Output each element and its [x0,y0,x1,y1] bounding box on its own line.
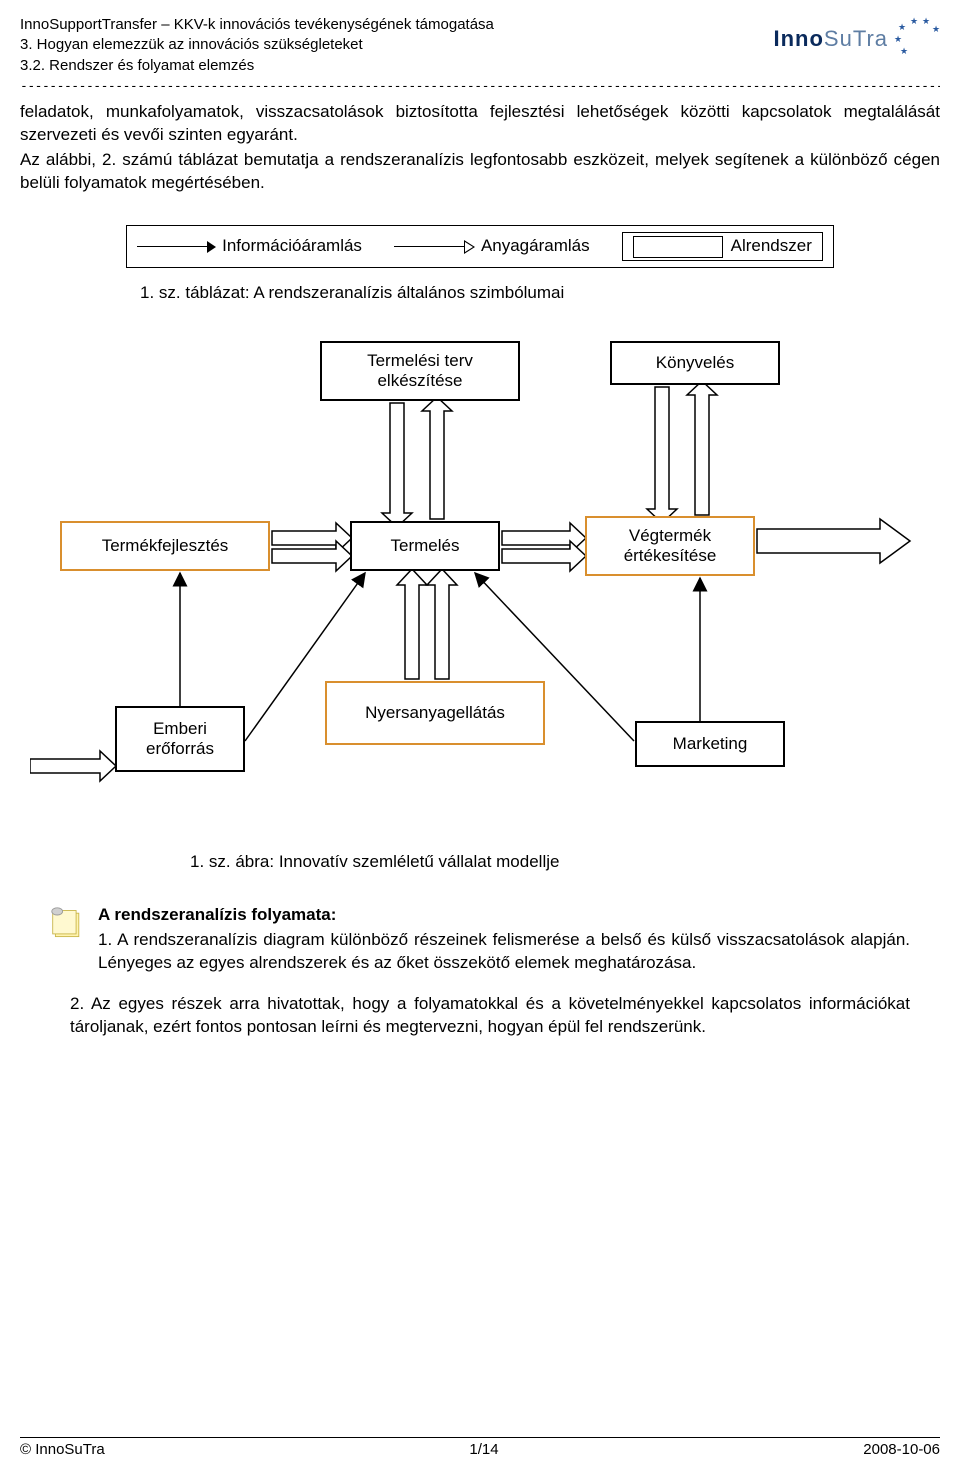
diagram-box-accounting: Könyvelés [610,341,780,385]
legend-material-label: Anyagáramlás [481,235,590,258]
diagram-box-marketing: Marketing [635,721,785,767]
header-line-1: InnoSupportTransfer – KKV-k innovációs t… [20,15,494,35]
intro-p1: feladatok, munkafolyamatok, visszacsatol… [20,101,940,147]
legend-table: Információáramlás Anyagáramlás Alrendsze… [20,225,940,268]
diagram-box-production: Termelés [350,521,500,571]
legend-subsystem: Alrendszer [622,232,823,261]
process-step-2: 2. Az egyes részek arra hivatottak, hogy… [70,993,910,1039]
page-footer: © InnoSuTra 1/14 2008-10-06 [20,1437,940,1460]
diagram-box-prodplan: Termelési terv elkészítése [320,341,520,401]
footer-center: 1/14 [469,1440,498,1460]
legend-info-flow: Információáramlás [137,235,362,258]
sticky-note-icon [50,906,86,942]
footer-left: © InnoSuTra [20,1440,105,1460]
legend-caption: 1. sz. táblázat: A rendszeranalízis álta… [140,282,940,305]
diagram-box-hr: Emberi erőforrás [115,706,245,772]
logo-light: SuTra [824,26,888,51]
solid-arrow-icon [137,241,216,253]
intro-p2: Az alábbi, 2. számú táblázat bemutatja a… [20,149,940,195]
footer-right: 2008-10-06 [863,1440,940,1460]
legend-subsystem-label: Alrendszer [731,235,812,258]
header-line-2: 3. Hogyan elemezzük az innovációs szüksé… [20,35,494,55]
logo-bold: Inno [773,26,823,51]
header-divider: ----------------------------------------… [20,78,940,96]
intro-text: feladatok, munkafolyamatok, visszacsatol… [20,101,940,195]
open-arrow-icon [394,240,475,254]
diagram-box-rawmat: Nyersanyagellátás [325,681,545,745]
rectangle-icon [633,236,723,258]
logo-text: InnoSuTra [773,24,888,54]
header-line-3: 3.2. Rendszer és folyamat elemzés [20,56,494,76]
page-header: InnoSupportTransfer – KKV-k innovációs t… [20,15,940,76]
logo: InnoSuTra ★ ★ ★ ★ ★ ★ [773,15,940,59]
process-block: A rendszeranalízis folyamata: 1. A rends… [50,904,910,975]
diagram-box-proddev: Termékfejlesztés [60,521,270,571]
system-diagram: Termelési terv elkészítése Könyvelés Termé… [30,341,930,841]
logo-stars-icon: ★ ★ ★ ★ ★ ★ [894,19,940,59]
process-title: A rendszeranalízis folyamata: [98,904,910,927]
diagram-caption: 1. sz. ábra: Innovatív szemléletű vállal… [190,851,940,874]
process-step-1: 1. A rendszeranalízis diagram különböző … [98,929,910,975]
legend-material-flow: Anyagáramlás [394,235,590,258]
legend-info-label: Információáramlás [222,235,362,258]
diagram-box-sales: Végtermék értékesítése [585,516,755,576]
header-lines: InnoSupportTransfer – KKV-k innovációs t… [20,15,494,76]
